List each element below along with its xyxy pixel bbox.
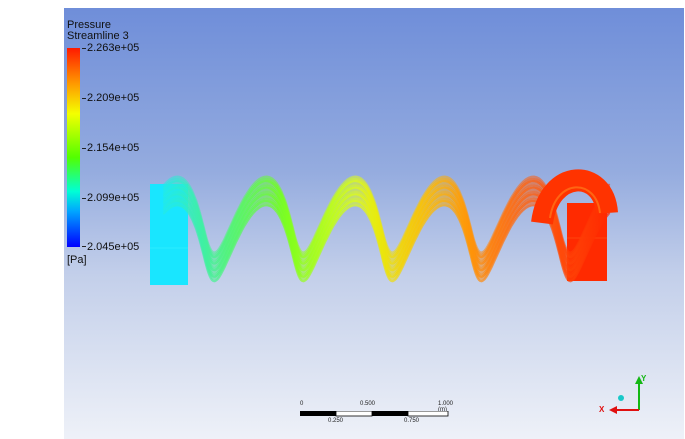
legend-variable-name: Pressure bbox=[67, 19, 112, 31]
legend-title: Pressure Streamline 3 bbox=[67, 20, 129, 42]
legend-tick-mark bbox=[82, 98, 86, 99]
x-axis-label: X bbox=[599, 405, 605, 414]
scale-label: 1.000 (m) bbox=[438, 401, 454, 413]
legend-tick-mark bbox=[82, 198, 86, 199]
outlet-arch bbox=[531, 169, 618, 226]
z-axis-marker bbox=[618, 395, 624, 401]
legend-tick-mark bbox=[82, 246, 86, 247]
scale-label: 0 bbox=[300, 401, 304, 407]
legend-unit: [Pa] bbox=[67, 254, 87, 266]
scale-label: 0.750 bbox=[404, 418, 420, 424]
legend-tick-label: 2.263e+05 bbox=[87, 42, 140, 54]
legend-tick-label: 2.045e+05 bbox=[87, 241, 140, 253]
legend-tick-label: 2.209e+05 bbox=[87, 92, 140, 104]
legend-location-name: Streamline 3 bbox=[67, 30, 129, 42]
scale-ruler bbox=[300, 411, 449, 417]
color-scale-bar bbox=[67, 48, 80, 247]
y-axis-arrowhead bbox=[635, 376, 643, 384]
x-axis-arrowhead bbox=[609, 406, 617, 414]
legend-tick-mark bbox=[82, 148, 86, 149]
legend-tick-mark bbox=[82, 48, 86, 49]
axis-triad[interactable]: Y X bbox=[597, 368, 657, 423]
scale-label: 0.250 bbox=[328, 418, 344, 424]
scale-label: 0.500 bbox=[360, 401, 376, 407]
helical-pipe-streamlines bbox=[150, 169, 618, 285]
outlet-arch-highlight bbox=[549, 186, 601, 219]
3d-viewport[interactable]: Pressure Streamline 3 2.263e+05 2.209e+0… bbox=[64, 8, 684, 439]
y-axis-label: Y bbox=[641, 374, 647, 383]
legend-tick-label: 2.099e+05 bbox=[87, 192, 140, 204]
legend-tick-label: 2.154e+05 bbox=[87, 142, 140, 154]
